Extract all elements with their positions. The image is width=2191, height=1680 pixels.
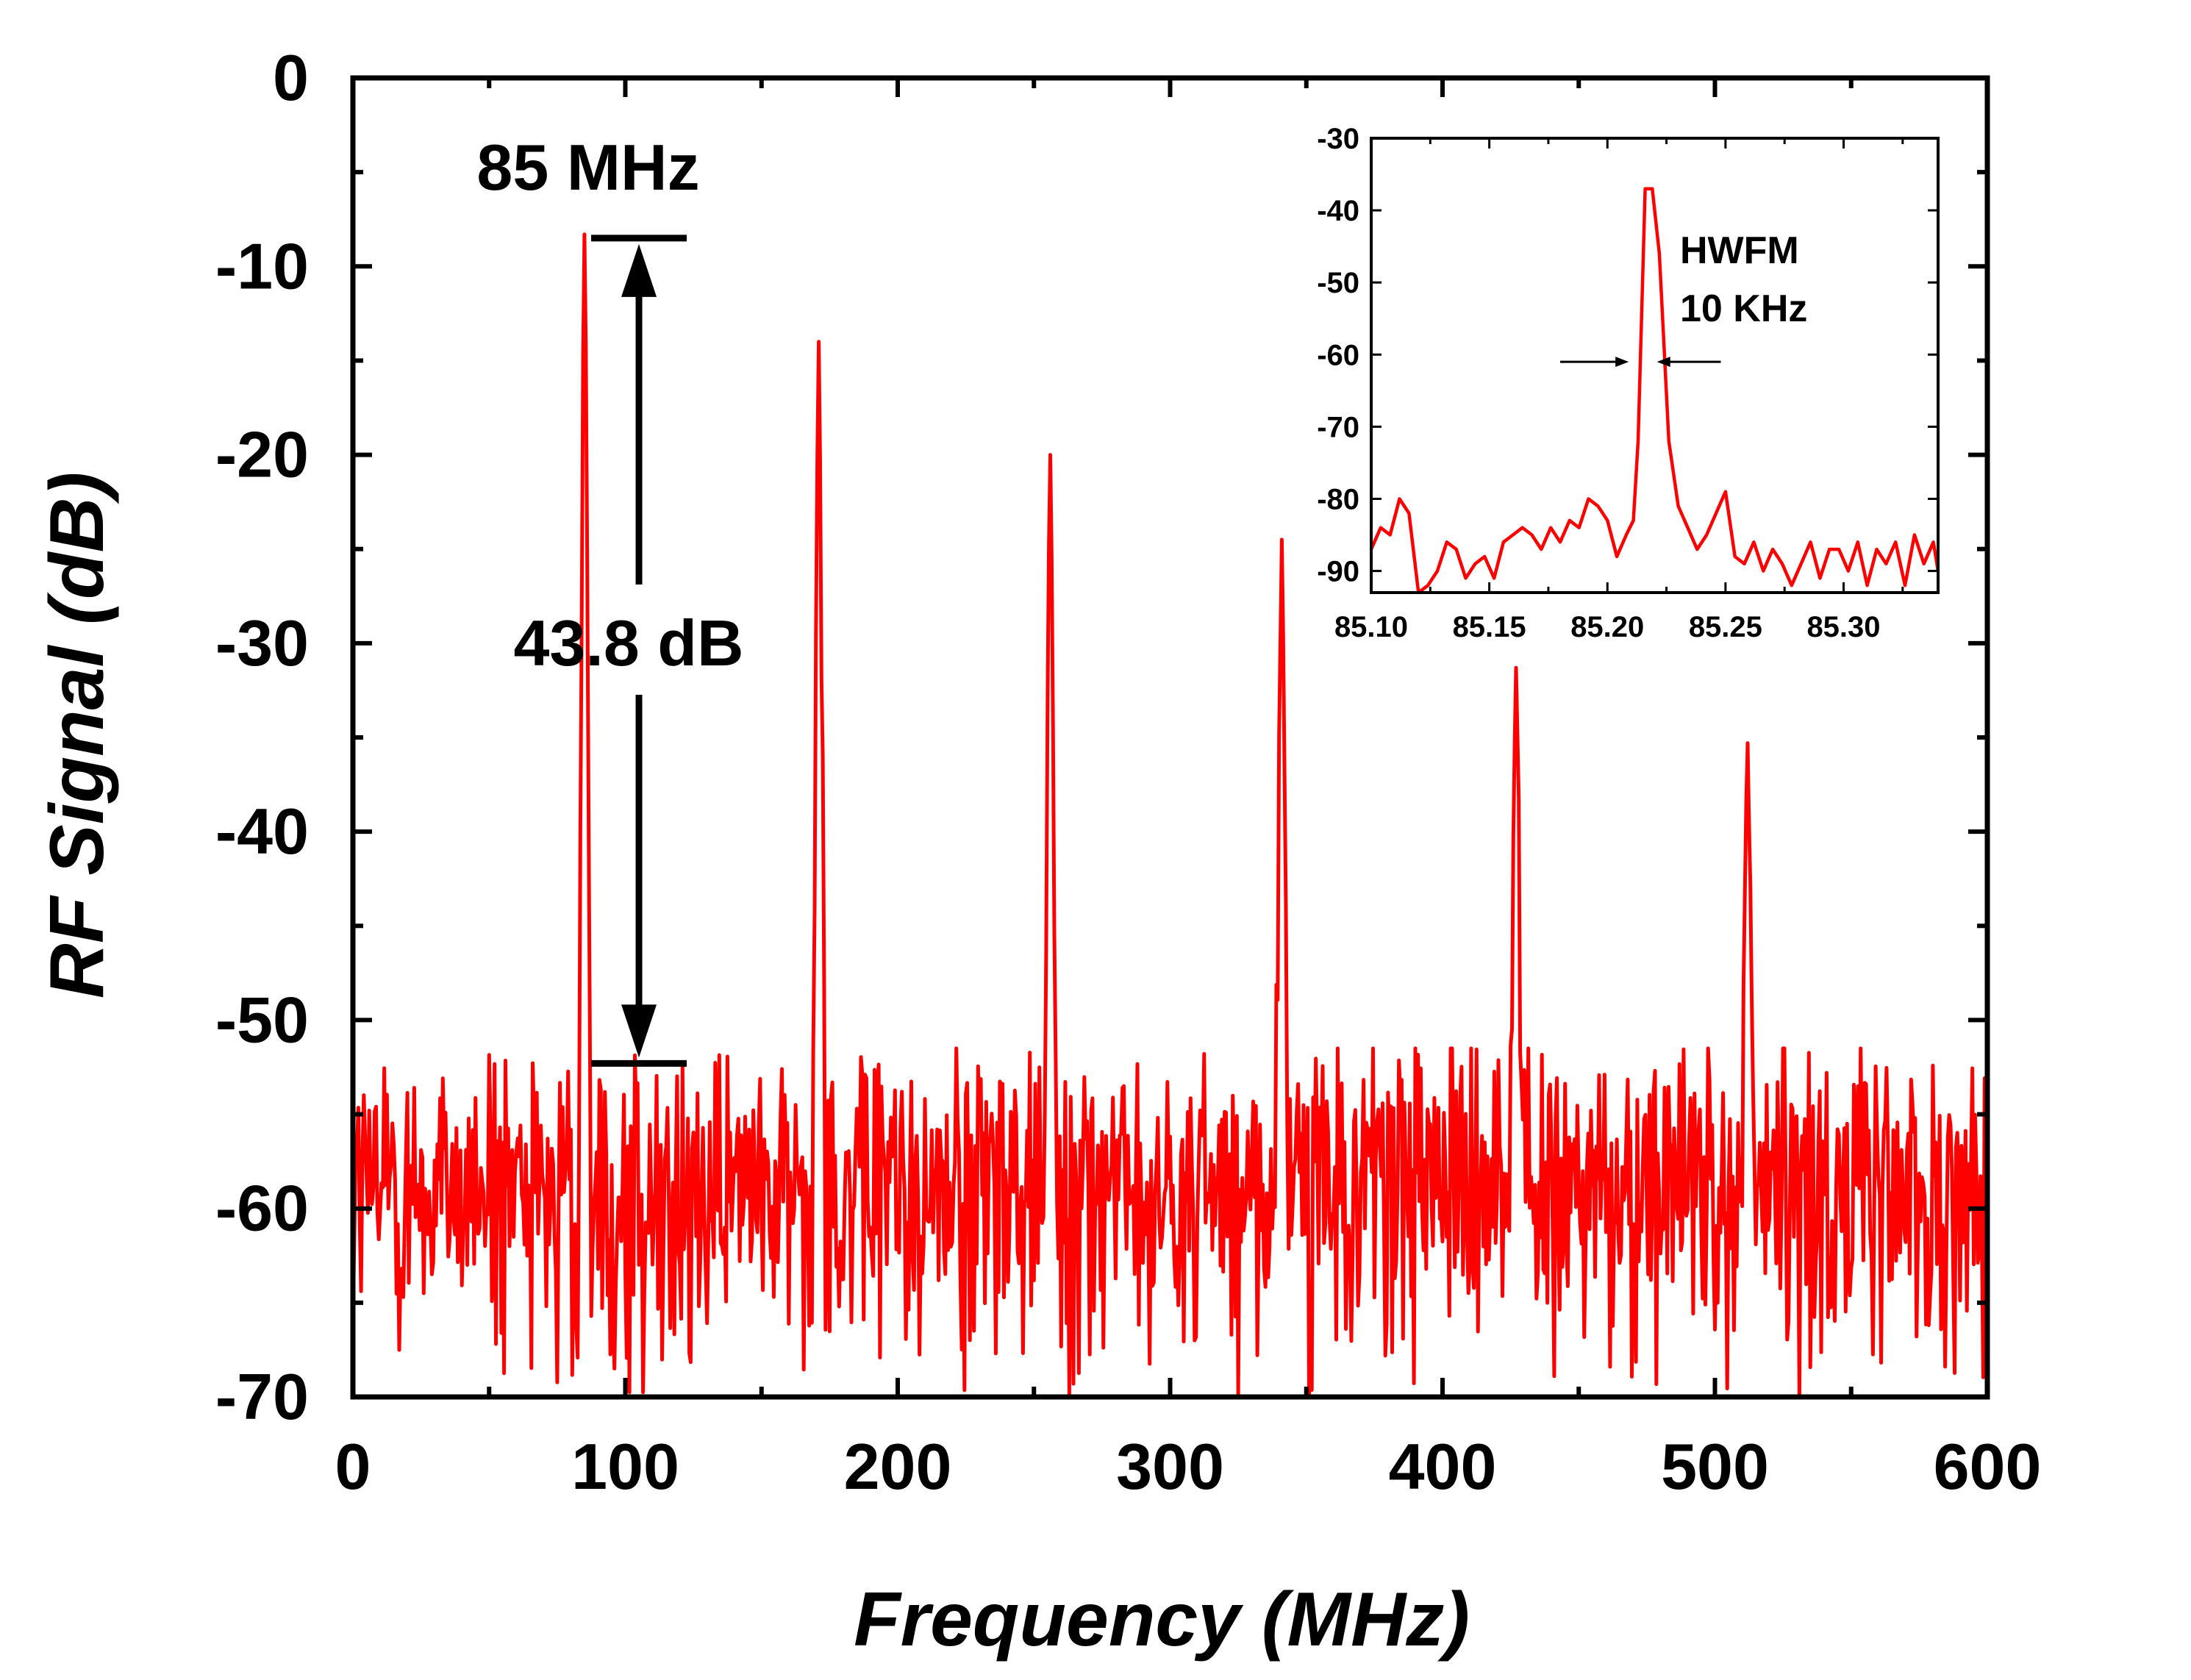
x-axis-title: Frequency (MHz) [854,1577,1470,1662]
inset-axis-ticks [1370,137,1938,593]
x-tick-label: 300 [1116,1430,1224,1503]
inset-label-line2: 10 KHz [1680,287,1807,330]
peak-label: 85 MHz [476,131,699,204]
x-tick-label: 400 [1389,1430,1497,1503]
x-tick-label: 200 [844,1430,952,1503]
main-series-path [351,232,1990,1399]
inset-y-tick-label: -90 [1317,556,1359,588]
inset-label-line1: HWFM [1680,229,1799,272]
inset-y-tick-label: -40 [1317,195,1359,227]
y-tick-label: -20 [215,418,309,491]
y-axis-title: RF Signal (dB) [35,472,120,998]
range-label: 43.8 dB [513,607,743,679]
annotations: 85 MHz 43.8 dB [476,131,744,1067]
y-tick-label: -70 [215,1360,309,1433]
y-tick-label: -50 [215,983,309,1056]
y-tick-label: -30 [215,607,309,679]
x-tick-label: 100 [571,1430,679,1503]
y-tick-label: -40 [215,795,309,868]
inset-y-tick-label: -80 [1317,483,1359,515]
y-tick-label: -10 [215,229,309,302]
inset-right-arrow-head [1656,357,1670,368]
x-tick-label: 500 [1661,1430,1769,1503]
y-tick-label: -60 [215,1172,309,1245]
inset-y-tick-label: -30 [1317,123,1359,155]
inset-x-tick-label: 85.20 [1570,611,1644,643]
inset-y-tick-label: -50 [1317,267,1359,299]
x-tick-labels: 0 100 200 300 400 500 600 [335,1430,2042,1503]
inset-width-arrows [1560,357,1721,368]
inset-x-tick-label: 85.15 [1453,611,1526,643]
x-tick-label: 0 [335,1430,371,1503]
inset-x-tick-label: 85.10 [1334,611,1408,643]
inset-x-tick-label: 85.25 [1689,611,1762,643]
inset-series-line [1369,187,1940,595]
x-tick-label: 600 [1934,1430,2042,1503]
inset-y-tick-label: -60 [1317,339,1359,371]
arrow-head-down [621,1004,657,1058]
y-tick-labels: 0 -10 -20 -30 -40 -50 -60 -70 [215,41,309,1433]
inset-plot-frame [1370,137,1940,594]
inset-y-tick-label: -70 [1317,411,1359,443]
main-series-line [351,232,1990,1399]
inset-x-tick-labels: 85.10 85.15 85.20 85.25 85.30 [1334,611,1881,643]
main-plot: 0 100 200 300 400 500 600 0-10-20-30-40-50-60-… [215,41,2042,1503]
main-axis-ticks [351,76,1990,1399]
inset-x-tick-label: 85.30 [1806,611,1880,643]
inset-y-tick-labels: -30 -40 -50 -60 -70 -80 -90 [1317,123,1359,588]
arrow-head-up [621,243,657,297]
inset-series-path [1369,187,1940,595]
y-tick-label: 0 [273,41,309,114]
inset-left-arrow-head [1615,357,1629,368]
inset-plot: 85.10 85.15 85.20 85.25 85.30 -30 -40 -50 -60 -7… [1317,123,1940,643]
